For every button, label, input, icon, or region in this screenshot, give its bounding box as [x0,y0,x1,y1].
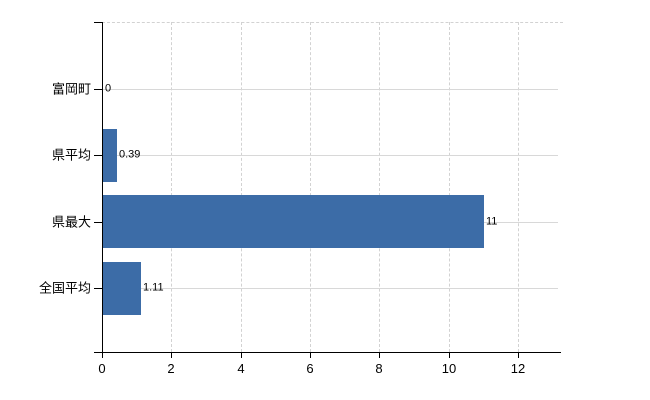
x-gridline [240,22,242,352]
x-gridline [171,22,173,352]
x-tick-label: 2 [167,361,175,376]
y-axis-tick [94,89,102,90]
bar-県最大 [103,195,484,248]
x-tick-label: 10 [441,361,457,376]
x-axis-tick [171,352,172,358]
value-label: 11 [486,215,498,228]
category-label: 全国平均 [38,280,91,296]
y-axis-tick [94,288,102,289]
bar-県平均 [103,129,117,182]
x-axis-line [94,352,561,353]
value-label: 0.39 [119,148,141,161]
x-gridline [379,22,381,352]
x-axis-tick [518,352,519,358]
category-label: 富岡町 [51,81,91,97]
y-axis-tick [94,352,102,353]
bar-全国平均 [103,262,141,315]
x-axis-tick [241,352,242,358]
y-gridline [102,288,558,289]
y-axis-tick [94,155,102,156]
x-tick-label: 4 [237,361,245,376]
y-gridline [102,155,558,156]
x-gridline [518,22,519,352]
value-label: 0 [105,82,112,95]
x-axis-tick [379,352,380,358]
x-axis-tick [449,352,450,358]
x-tick-label: 6 [306,361,314,376]
x-tick-label: 12 [510,361,526,376]
x-axis-tick [310,352,311,358]
value-label: 1.11 [143,281,164,294]
category-label: 県平均 [51,147,91,163]
y-axis-line [102,22,103,358]
x-gridline [310,22,311,352]
y-axis-tick [94,22,102,23]
y-gridline [102,89,558,90]
category-label: 県最大 [51,214,91,230]
x-tick-label: 8 [375,361,383,376]
x-axis-tick [102,352,103,358]
x-gridline [448,22,450,352]
plot-top-border [102,22,563,23]
y-axis-tick [94,222,102,223]
x-tick-label: 0 [98,361,106,376]
